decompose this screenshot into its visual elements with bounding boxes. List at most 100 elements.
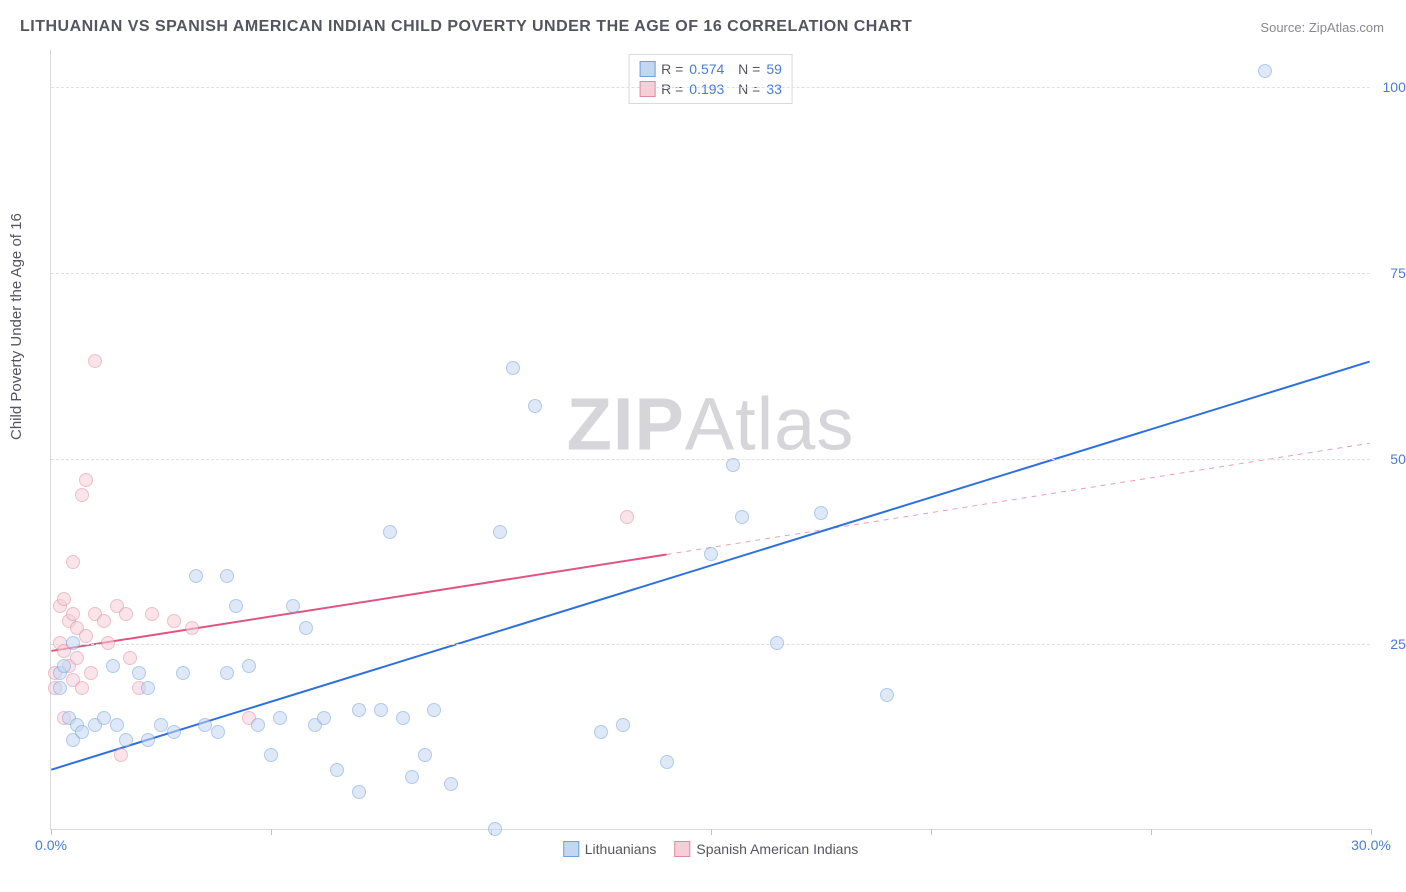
data-point — [123, 651, 137, 665]
data-point — [383, 525, 397, 539]
legend-item-spanish: Spanish American Indians — [674, 841, 858, 857]
data-point — [488, 822, 502, 836]
gridline — [51, 273, 1370, 274]
data-point — [145, 607, 159, 621]
data-point — [185, 621, 199, 635]
watermark-rest: Atlas — [685, 382, 855, 465]
data-point — [660, 755, 674, 769]
data-point — [176, 666, 190, 680]
x-tick-label: 30.0% — [1351, 837, 1391, 853]
watermark: ZIPAtlas — [567, 381, 855, 466]
y-tick-label: 25.0% — [1375, 636, 1406, 652]
data-point — [242, 659, 256, 673]
data-point — [251, 718, 265, 732]
data-point — [141, 681, 155, 695]
r-value-1: 0.574 — [689, 61, 724, 77]
data-point — [75, 681, 89, 695]
x-tick — [1151, 829, 1152, 835]
chart-container: LITHUANIAN VS SPANISH AMERICAN INDIAN CH… — [0, 0, 1406, 892]
data-point — [167, 614, 181, 628]
data-point — [405, 770, 419, 784]
data-point — [735, 510, 749, 524]
r-value-2: 0.193 — [689, 81, 724, 97]
data-point — [220, 666, 234, 680]
gridline — [51, 644, 1370, 645]
data-point — [273, 711, 287, 725]
legend-swatch-icon — [563, 841, 579, 857]
data-point — [132, 666, 146, 680]
data-point — [528, 399, 542, 413]
legend-correlation: R = 0.574 N = 59 R = 0.193 N = 33 — [628, 54, 793, 104]
data-point — [66, 636, 80, 650]
n-value-2: 33 — [766, 81, 782, 97]
data-point — [110, 718, 124, 732]
data-point — [88, 354, 102, 368]
data-point — [286, 599, 300, 613]
legend-series: Lithuanians Spanish American Indians — [563, 841, 859, 857]
data-point — [726, 458, 740, 472]
y-axis-title: Child Poverty Under the Age of 16 — [8, 213, 25, 440]
data-point — [141, 733, 155, 747]
data-point — [317, 711, 331, 725]
legend-label: Spanish American Indians — [696, 841, 858, 857]
data-point — [66, 555, 80, 569]
data-point — [57, 592, 71, 606]
gridline — [51, 87, 1370, 88]
watermark-bold: ZIP — [567, 382, 685, 465]
data-point — [229, 599, 243, 613]
x-tick — [711, 829, 712, 835]
data-point — [167, 725, 181, 739]
source-attribution: Source: ZipAtlas.com — [1260, 20, 1384, 35]
source-link[interactable]: ZipAtlas.com — [1309, 20, 1384, 35]
data-point — [814, 506, 828, 520]
data-point — [79, 629, 93, 643]
legend-row-1: R = 0.574 N = 59 — [639, 59, 782, 79]
y-tick-label: 100.0% — [1375, 79, 1406, 95]
data-point — [97, 614, 111, 628]
n-value-1: 59 — [766, 61, 782, 77]
legend-label: Lithuanians — [585, 841, 657, 857]
data-point — [594, 725, 608, 739]
x-tick — [51, 829, 52, 835]
data-point — [119, 607, 133, 621]
data-point — [119, 733, 133, 747]
data-point — [396, 711, 410, 725]
chart-title: LITHUANIAN VS SPANISH AMERICAN INDIAN CH… — [20, 18, 912, 36]
data-point — [374, 703, 388, 717]
data-point — [75, 725, 89, 739]
data-point — [264, 748, 278, 762]
data-point — [66, 607, 80, 621]
data-point — [97, 711, 111, 725]
gridline — [51, 459, 1370, 460]
x-tick-label: 0.0% — [35, 837, 67, 853]
x-tick — [931, 829, 932, 835]
data-point — [53, 681, 67, 695]
data-point — [220, 569, 234, 583]
legend-row-2: R = 0.193 N = 33 — [639, 79, 782, 99]
data-point — [198, 718, 212, 732]
data-point — [506, 361, 520, 375]
data-point — [704, 547, 718, 561]
data-point — [75, 488, 89, 502]
data-point — [211, 725, 225, 739]
data-point — [444, 777, 458, 791]
source-label: Source: — [1260, 20, 1305, 35]
data-point — [57, 659, 71, 673]
legend-swatch-spanish — [639, 81, 655, 97]
data-point — [352, 703, 366, 717]
data-point — [880, 688, 894, 702]
plot-area: ZIPAtlas R = 0.574 N = 59 R = 0.193 N = … — [50, 50, 1370, 830]
data-point — [1258, 64, 1272, 78]
data-point — [493, 525, 507, 539]
data-point — [70, 651, 84, 665]
data-point — [616, 718, 630, 732]
data-point — [84, 666, 98, 680]
x-tick — [271, 829, 272, 835]
data-point — [770, 636, 784, 650]
data-point — [299, 621, 313, 635]
y-tick-label: 75.0% — [1375, 265, 1406, 281]
data-point — [114, 748, 128, 762]
data-point — [189, 569, 203, 583]
data-point — [106, 659, 120, 673]
y-tick-label: 50.0% — [1375, 451, 1406, 467]
